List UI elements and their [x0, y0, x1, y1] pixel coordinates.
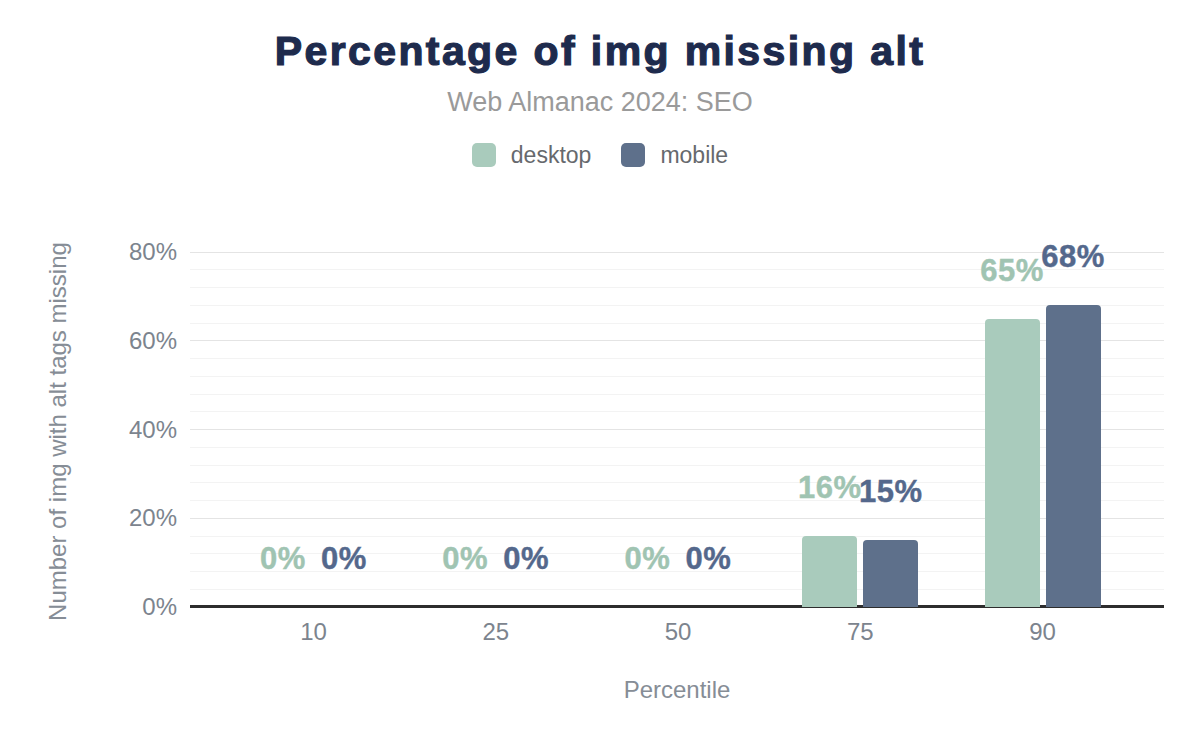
y-axis-title: Number of img with alt tags missing	[45, 222, 70, 642]
minor-gridline	[190, 305, 1164, 306]
bar-mobile-90[interactable]	[1046, 305, 1101, 607]
legend-swatch-desktop	[472, 143, 496, 167]
legend: desktop mobile	[0, 143, 1200, 167]
bar-desktop-75[interactable]	[802, 536, 857, 607]
bar-mobile-75[interactable]	[863, 540, 918, 607]
value-label-mobile-50: 0%	[644, 543, 774, 574]
x-axis-title: Percentile	[527, 678, 827, 702]
y-tick-label: 40%	[87, 417, 177, 443]
x-tick-label: 90	[998, 619, 1088, 645]
value-label-mobile-90: 68%	[1008, 241, 1138, 272]
chart-subtitle: Web Almanac 2024: SEO	[0, 88, 1200, 118]
x-tick-label: 10	[269, 619, 359, 645]
legend-label: mobile	[660, 144, 728, 167]
y-tick-label: 20%	[87, 505, 177, 531]
value-label-mobile-75: 15%	[826, 476, 956, 507]
y-tick-label: 0%	[87, 594, 177, 620]
y-tick-label: 60%	[87, 328, 177, 354]
x-tick-label: 25	[451, 619, 541, 645]
legend-item-mobile[interactable]: mobile	[621, 143, 728, 167]
bar-desktop-90[interactable]	[985, 319, 1040, 607]
value-label-mobile-25: 0%	[461, 543, 591, 574]
x-tick-label: 50	[633, 619, 723, 645]
chart-title: Percentage of img missing alt	[0, 31, 1200, 72]
legend-swatch-mobile	[621, 143, 645, 167]
y-tick-label: 80%	[87, 239, 177, 265]
x-tick-label: 75	[815, 619, 905, 645]
value-label-mobile-10: 0%	[279, 543, 409, 574]
legend-label: desktop	[511, 144, 592, 167]
legend-item-desktop[interactable]: desktop	[472, 143, 592, 167]
